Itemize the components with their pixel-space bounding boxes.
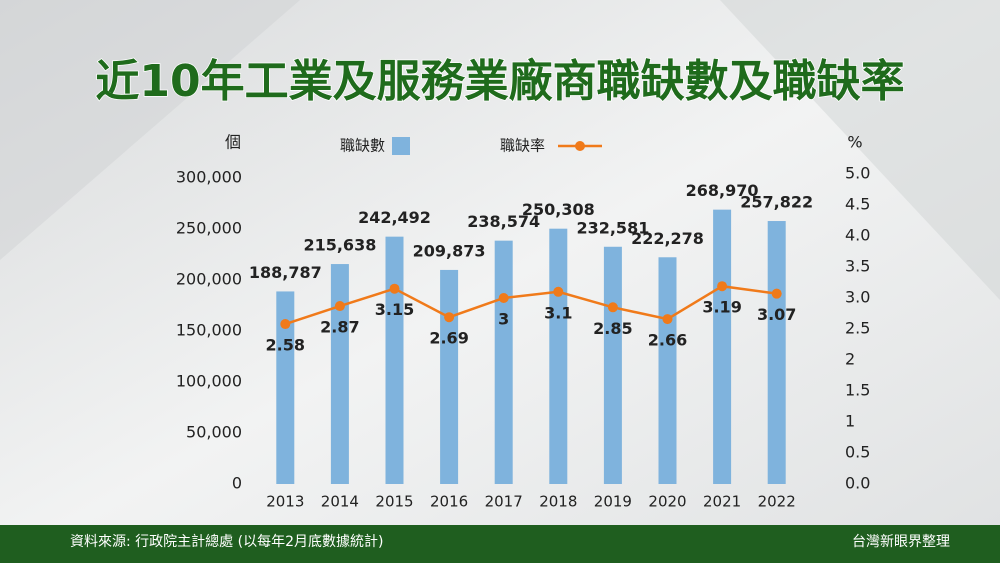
point-value-label: 2.58 xyxy=(266,336,305,355)
x-tick-label: 2019 xyxy=(594,493,632,511)
y-tick-label: 300,000 xyxy=(176,168,242,187)
x-tick-label: 2017 xyxy=(485,493,523,511)
point-value-label: 2.85 xyxy=(593,319,632,338)
bar-value-label: 232,581 xyxy=(576,218,649,237)
y2-tick-label: 0.5 xyxy=(845,443,870,462)
y2-tick-label: 0.0 xyxy=(845,474,870,493)
legend-swatch xyxy=(392,137,410,155)
point-value-label: 3.1 xyxy=(544,303,572,322)
y2-tick-label: 4.5 xyxy=(845,195,870,214)
source-note: 資料來源: 行政院主計總處 (以每年2月底數據統計) xyxy=(70,533,383,550)
bar xyxy=(330,264,349,484)
line-point xyxy=(553,286,564,297)
bar-value-label: 222,278 xyxy=(631,229,704,248)
bar xyxy=(385,236,404,484)
y2-tick-label: 3.5 xyxy=(845,257,870,276)
footer-bar xyxy=(0,525,1000,563)
line-point xyxy=(444,312,455,323)
point-value-label: 2.66 xyxy=(648,331,687,350)
bar-value-label: 242,492 xyxy=(358,208,431,227)
chart-title: 近10年工業及服務業廠商職缺數及職缺率 xyxy=(95,56,904,107)
line xyxy=(284,284,777,326)
credit: 台灣新眼界整理 xyxy=(852,534,950,550)
x-tick-label: 2016 xyxy=(430,493,468,511)
y-axis-label: 個 xyxy=(225,133,241,152)
point-value-label: 2.69 xyxy=(429,329,468,348)
y2-tick-label: 1.5 xyxy=(845,381,870,400)
x-tick-label: 2020 xyxy=(648,493,686,511)
bar-value-label: 209,873 xyxy=(413,241,486,260)
line-point xyxy=(498,293,509,303)
bar-value-label: 268,970 xyxy=(686,181,759,200)
point-value-label: 3.07 xyxy=(757,305,796,324)
legend-swatch xyxy=(575,141,585,151)
x-tick-label: 2018 xyxy=(539,493,577,511)
line-point xyxy=(334,301,345,312)
bar xyxy=(276,291,295,484)
decor xyxy=(0,0,300,260)
y2-axis-label: % xyxy=(847,133,862,152)
y-tick-label: 100,000 xyxy=(176,372,242,391)
bar-value-label: 238,574 xyxy=(467,212,540,231)
y-tick-label: 250,000 xyxy=(176,219,242,238)
bar-value-label: 250,308 xyxy=(522,200,595,219)
line-point xyxy=(280,319,291,330)
x-tick-label: 2022 xyxy=(758,493,796,511)
y2-tick-label: 5.0 xyxy=(845,164,870,183)
y-tick-label: 0 xyxy=(232,474,242,493)
x-tick-label: 2013 xyxy=(266,493,304,511)
bar-value-label: 257,822 xyxy=(740,193,813,212)
line-point xyxy=(389,283,400,294)
line-point xyxy=(717,281,728,292)
bar xyxy=(440,269,459,484)
y2-tick-label: 1 xyxy=(845,412,855,431)
y2-tick-label: 3.0 xyxy=(845,288,870,307)
point-value-label: 3.19 xyxy=(702,298,741,317)
y-tick-label: 50,000 xyxy=(186,423,242,442)
bar-value-label: 215,638 xyxy=(303,236,376,255)
x-tick-label: 2014 xyxy=(321,493,359,511)
y2-tick-label: 2.5 xyxy=(845,319,870,338)
bar xyxy=(658,257,677,484)
decor xyxy=(720,0,1000,300)
point-value-label: 2.87 xyxy=(320,318,359,337)
line-point xyxy=(771,288,782,299)
y2-tick-label: 4.0 xyxy=(845,226,870,245)
bar xyxy=(767,221,786,485)
point-value-label: 3.15 xyxy=(375,300,414,319)
y2-tick-label: 2 xyxy=(845,350,855,369)
y-tick-label: 200,000 xyxy=(176,270,242,289)
x-tick-label: 2015 xyxy=(375,493,413,511)
legend-label: 職缺數 xyxy=(340,137,385,155)
line-point xyxy=(662,314,673,325)
bar xyxy=(549,228,568,484)
legend-label: 職缺率 xyxy=(500,137,545,155)
line-point xyxy=(607,302,618,313)
y-tick-label: 150,000 xyxy=(176,321,242,340)
bar xyxy=(603,246,622,484)
point-value-label: 3 xyxy=(498,310,509,329)
bar-value-label: 188,787 xyxy=(249,263,322,282)
bar xyxy=(713,209,732,484)
x-tick-label: 2021 xyxy=(703,493,741,511)
bar xyxy=(494,240,513,484)
